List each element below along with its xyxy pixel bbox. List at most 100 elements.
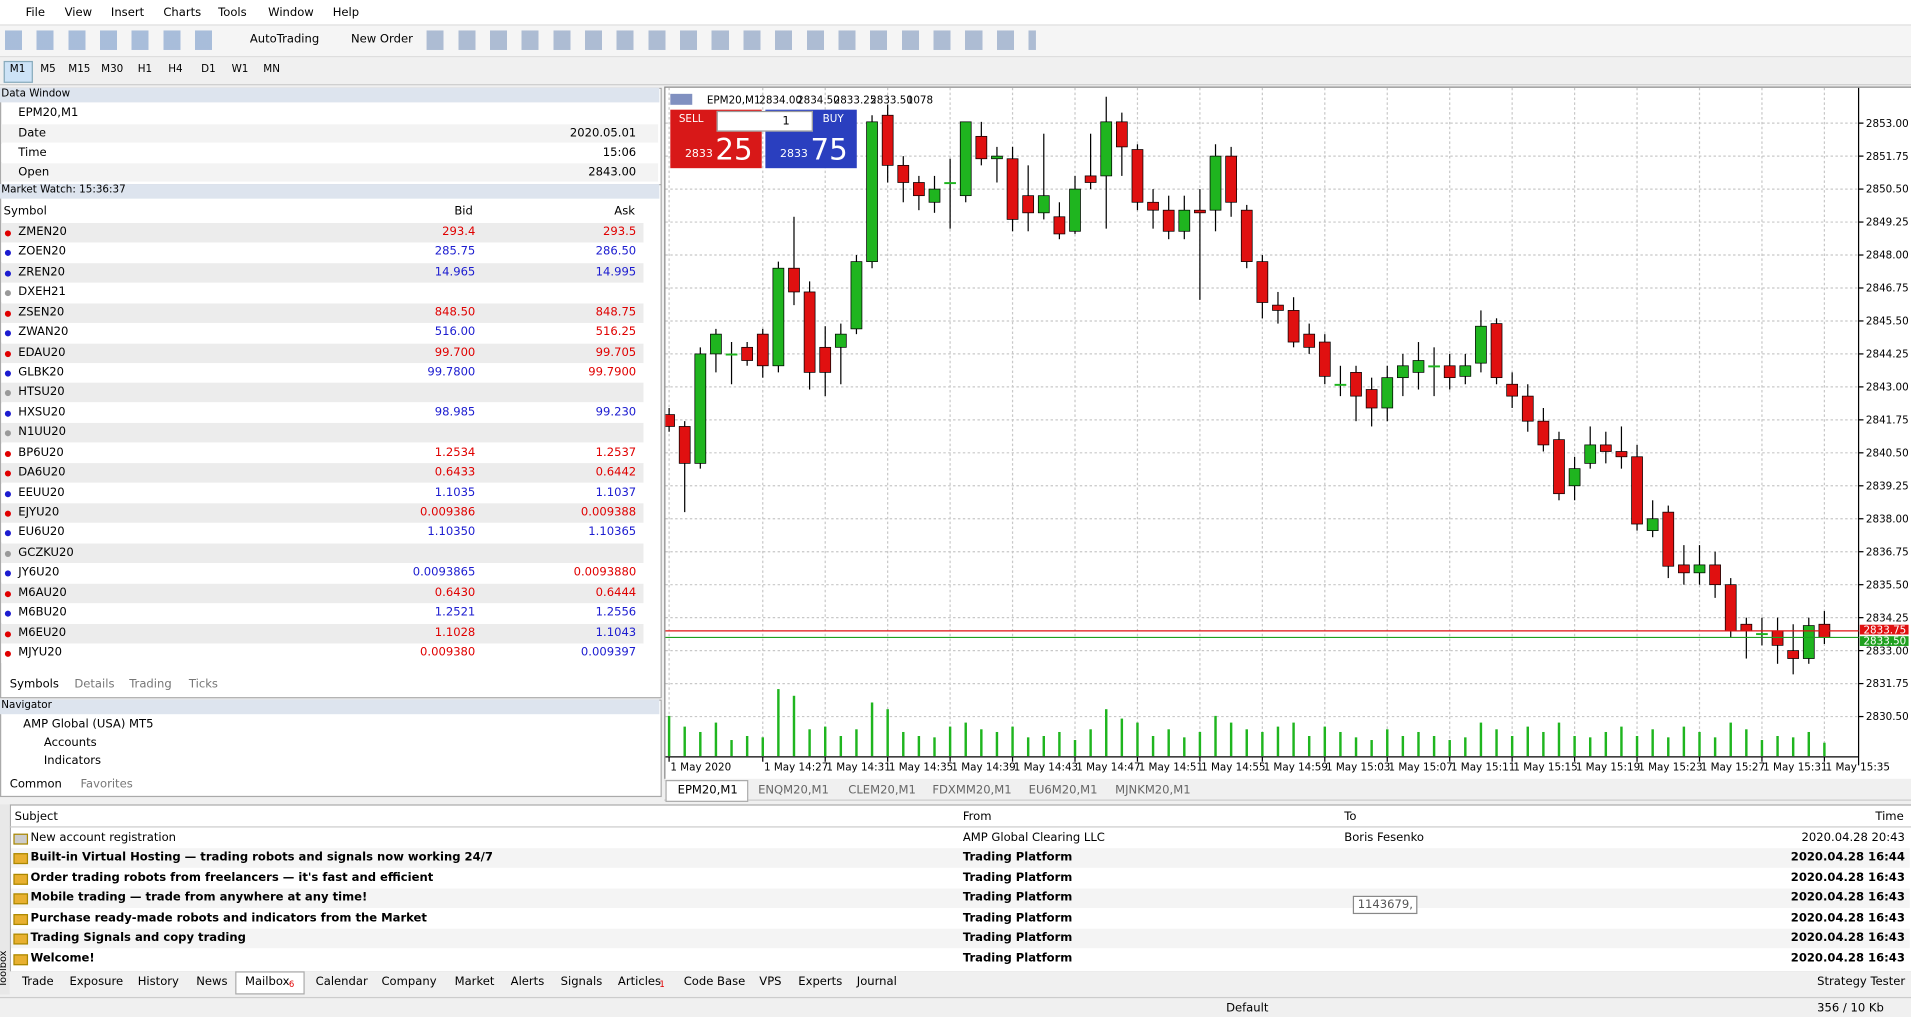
chart-tab[interactable]: EPM20,M1 — [677, 783, 738, 798]
row-bg — [1, 603, 644, 623]
mail-subject[interactable]: Purchase ready-made robots and indicator… — [30, 911, 427, 925]
y-tick-label: 2848.00 — [1866, 250, 1909, 262]
mail-subject[interactable]: Built-in Virtual Hosting — trading robot… — [30, 851, 493, 865]
toolbox-tab[interactable]: Alerts — [510, 975, 545, 989]
mail-subject[interactable]: Mobile trading — trade from anywhere at … — [30, 891, 368, 905]
toolbox-tab[interactable]: Mailbox — [244, 975, 290, 989]
candle-body — [881, 114, 894, 166]
chart-tab[interactable]: EU6M20,M1 — [1028, 783, 1098, 798]
candle-body — [772, 267, 785, 367]
row-bg — [1, 363, 644, 383]
menu-item[interactable]: Insert — [110, 6, 145, 20]
strategy-tester-tab[interactable]: Strategy Tester — [1817, 975, 1906, 989]
volume-bar — [714, 722, 718, 757]
ask: 1.2537 — [595, 445, 637, 460]
ask: 1.2556 — [595, 605, 637, 620]
bid: 848.50 — [434, 305, 476, 319]
panel-tab[interactable]: Favorites — [80, 777, 133, 791]
timeframe-button[interactable]: M30 — [101, 63, 124, 76]
menu-item[interactable]: File — [25, 6, 45, 20]
panel-title: Data Window — [1, 87, 71, 100]
candle-body — [1162, 209, 1175, 232]
mail-subject[interactable]: Order trading robots from freelancers — … — [30, 871, 434, 885]
menu-item[interactable]: View — [64, 6, 93, 20]
mail-subject[interactable]: New account registration — [30, 831, 177, 845]
x-tick-label: 1 May 14:27 — [764, 761, 828, 773]
bid: 1.1035 — [434, 485, 476, 500]
chart-tab[interactable]: MJNKM20,M1 — [1115, 783, 1191, 798]
candle-body — [991, 155, 1003, 160]
chart-tab[interactable]: ENQM20,M1 — [758, 783, 829, 798]
chart-tab[interactable]: CLEM20,M1 — [848, 783, 916, 798]
toolbox-tab[interactable]: Company — [381, 975, 437, 989]
tree-item[interactable]: Accounts — [43, 736, 97, 750]
panel-tab[interactable]: Ticks — [188, 677, 218, 692]
candle-body — [1428, 365, 1440, 368]
timeframe-button[interactable]: M5 — [40, 63, 56, 76]
toolbox-tab[interactable]: Code Base — [683, 975, 746, 989]
timeframe-button[interactable]: W1 — [231, 63, 249, 76]
toolbox-tab[interactable]: Journal — [856, 975, 897, 989]
candle-body — [1537, 420, 1550, 446]
chart-tab[interactable]: FDXMM20,M1 — [932, 783, 1012, 798]
candle-body — [1615, 451, 1628, 458]
sell-button[interactable]: SELL — [678, 113, 704, 126]
panel-title-bar — [0, 699, 660, 715]
toolbox-tab[interactable]: Market — [454, 975, 495, 989]
candle-body — [803, 291, 816, 373]
timeframe-button[interactable]: D1 — [201, 63, 216, 76]
panel-tab[interactable]: Details — [74, 677, 115, 692]
tree-item[interactable]: Indicators — [43, 754, 102, 768]
toolbox-tab[interactable]: Experts — [798, 975, 843, 989]
buy-pips: 75 — [810, 132, 848, 167]
symbol: ZMEN20 — [18, 225, 67, 239]
mail-subject[interactable]: Welcome! — [30, 951, 95, 965]
timeframe-button[interactable]: MN — [263, 63, 280, 76]
toolbox-tab[interactable]: Exposure — [69, 975, 124, 989]
x-tick-label: 1 May 2020 — [670, 761, 731, 773]
panel-tab[interactable]: Symbols — [9, 677, 59, 692]
timeframe-button[interactable]: M15 — [68, 63, 91, 76]
bid: 99.7800 — [427, 365, 476, 380]
menu-item[interactable]: Help — [332, 6, 360, 20]
panel-tab[interactable]: Trading — [129, 677, 172, 692]
menu-item[interactable]: Window — [268, 6, 314, 20]
menu-item[interactable]: Tools — [218, 6, 247, 20]
toolbox-tab[interactable]: Trade — [21, 975, 54, 989]
buy-button[interactable]: BUY — [822, 113, 844, 126]
toolbox-tab[interactable]: News — [196, 975, 228, 989]
symbol-icon — [4, 610, 11, 617]
menu-item[interactable]: Charts — [163, 6, 202, 20]
candle-body — [678, 426, 691, 464]
autotrading-button[interactable]: AutoTrading — [249, 32, 320, 47]
new-order-button[interactable]: New Order — [351, 32, 413, 47]
bid: 1.10350 — [427, 525, 476, 540]
volume-input[interactable]: 1 — [782, 114, 790, 128]
field-name: Date — [18, 126, 46, 141]
tree-item[interactable]: AMP Global (USA) MT5 — [23, 717, 154, 732]
candle-body — [756, 333, 769, 367]
bid: 0.009380 — [420, 645, 476, 660]
volume-bar — [1245, 729, 1248, 757]
bid: 98.985 — [434, 405, 476, 420]
bid: 1.1028 — [434, 625, 476, 640]
bid: 99.700 — [434, 345, 476, 360]
sell-pips: 25 — [715, 132, 753, 167]
timeframe-button[interactable]: H1 — [137, 63, 153, 76]
toolbox-tab[interactable]: Calendar — [315, 975, 368, 989]
volume-bar — [1448, 740, 1451, 757]
toolbox-tab[interactable]: VPS — [759, 975, 782, 989]
row-bg — [10, 908, 1910, 929]
timeframe-button[interactable]: M1 — [9, 63, 26, 76]
timeframe-button[interactable]: H4 — [168, 63, 183, 76]
mail-subject[interactable]: Trading Signals and copy trading — [30, 931, 246, 945]
toolbox-tab[interactable]: Articles — [617, 975, 662, 989]
symbol-icon — [4, 230, 11, 237]
row-bg — [10, 848, 1910, 869]
candle-body — [1365, 389, 1378, 409]
candle-body — [1662, 511, 1675, 567]
panel-tab[interactable]: Common — [9, 777, 62, 791]
toolbox-tab[interactable]: Signals — [560, 975, 603, 989]
toolbox-tab[interactable]: History — [137, 975, 179, 989]
candle-body — [1521, 395, 1534, 422]
